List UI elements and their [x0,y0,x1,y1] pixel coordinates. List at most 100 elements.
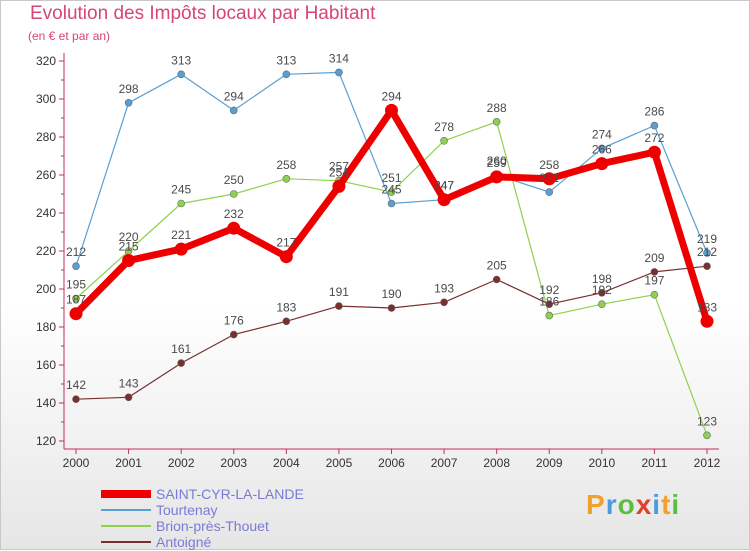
y-tick-label: 220 [36,244,56,258]
data-point-saint-cyr-la-lande [595,157,609,171]
data-point-antoign- [703,262,711,271]
data-point-brion-pr-s-thouet [545,311,554,320]
data-point-brion-pr-s-thouet [440,137,448,145]
data-label-saint-cyr-la-lande: 183 [697,300,717,314]
data-label-brion-pr-s-thouet: 258 [276,158,296,172]
data-point-antoign- [229,330,238,339]
data-label-saint-cyr-la-lande: 294 [381,89,401,103]
data-point-tourtenay [650,121,659,130]
data-point-saint-cyr-la-lande [227,221,241,235]
data-label-tourtenay: 286 [644,105,664,119]
data-point-tourtenay [598,144,606,153]
data-point-antoign- [492,275,501,284]
data-point-brion-pr-s-thouet [598,300,606,309]
data-label-saint-cyr-la-lande: 221 [171,228,191,242]
data-point-saint-cyr-la-lande [174,242,188,256]
y-tick-label: 260 [36,168,56,182]
data-label-antoign-: 212 [697,245,717,259]
x-tick-label: 2004 [273,456,300,470]
x-tick-label: 2012 [694,456,721,470]
data-label-antoign-: 209 [644,251,664,265]
data-label-tourtenay: 298 [119,82,139,96]
data-label-saint-cyr-la-lande: 232 [224,207,244,221]
data-label-saint-cyr-la-lande: 254 [329,165,349,179]
data-label-tourtenay: 314 [329,51,349,65]
x-tick-label: 2008 [483,456,510,470]
data-point-tourtenay [72,262,80,271]
data-point-antoign- [282,317,291,326]
legend-item-saint-cyr-la-lande: SAINT-CYR-LA-LANDE [101,486,341,502]
series-line-brion-pr-s-thouet [75,121,708,436]
data-point-saint-cyr-la-lande [385,103,398,117]
data-label-antoign-: 190 [381,287,401,301]
logo-letter: r [605,489,618,520]
legend-swatch [101,541,151,543]
data-label-brion-pr-s-thouet: 245 [171,183,191,197]
data-label-brion-pr-s-thouet: 197 [644,274,664,288]
data-label-antoign-: 198 [592,272,612,286]
data-point-saint-cyr-la-lande [279,250,293,264]
legend-item-brion-pr-s-thouet: Brion-près-Thouet [101,518,341,534]
data-point-antoign- [440,298,448,307]
data-point-brion-pr-s-thouet [492,118,501,126]
data-point-saint-cyr-la-lande [647,145,661,159]
x-tick-label: 2001 [115,456,142,470]
data-label-tourtenay: 212 [66,245,86,259]
logo-letter: i [671,489,681,520]
data-label-saint-cyr-la-lande: 266 [592,143,612,157]
data-point-saint-cyr-la-lande [332,179,346,193]
data-label-tourtenay: 294 [224,89,244,103]
data-label-antoign-: 176 [224,314,244,328]
data-point-tourtenay [282,70,291,79]
legend-label: Brion-près-Thouet [156,518,269,534]
data-label-saint-cyr-la-lande: 258 [539,158,559,172]
y-tick-label: 240 [36,206,56,220]
x-tick-label: 2006 [378,456,405,470]
data-point-antoign- [335,302,343,310]
data-point-brion-pr-s-thouet [282,175,291,183]
data-label-brion-pr-s-thouet: 195 [66,278,86,292]
data-label-brion-pr-s-thouet: 251 [381,171,401,185]
x-tick-label: 2007 [431,456,458,470]
y-tick-label: 300 [36,92,56,106]
logo-letter: o [617,489,636,520]
x-tick-label: 2010 [588,456,615,470]
data-point-antoign- [124,393,133,402]
data-point-tourtenay [229,106,238,115]
data-label-antoign-: 143 [119,376,139,390]
data-label-antoign-: 205 [487,259,507,273]
data-point-antoign- [598,288,606,297]
data-label-saint-cyr-la-lande: 215 [119,240,139,254]
data-label-tourtenay: 274 [592,127,612,141]
data-label-brion-pr-s-thouet: 278 [434,120,454,134]
data-label-tourtenay: 247 [434,179,454,193]
logo-letter: t [661,489,672,520]
legend-label: Antoigné [156,534,212,550]
legend-label: Tourtenay [156,502,218,518]
data-point-brion-pr-s-thouet [703,431,711,440]
data-point-saint-cyr-la-lande [490,170,504,184]
legend-swatch [101,490,151,498]
data-label-saint-cyr-la-lande: 187 [66,293,86,307]
data-point-saint-cyr-la-lande [69,307,83,321]
data-label-antoign-: 183 [276,300,296,314]
y-tick-label: 120 [36,434,56,448]
data-label-brion-pr-s-thouet: 192 [592,283,612,297]
data-label-brion-pr-s-thouet: 123 [697,414,717,428]
legend-item-tourtenay: Tourtenay [101,502,341,518]
data-label-brion-pr-s-thouet: 257 [329,160,349,174]
x-tick-label: 2005 [326,456,353,470]
data-point-antoign- [545,300,554,309]
data-label-brion-pr-s-thouet: 250 [224,173,244,187]
data-point-tourtenay [177,70,185,79]
legend-swatch [101,509,151,511]
y-tick-label: 200 [36,282,56,296]
chart-title: Evolution des Impôts locaux par Habitant [30,3,376,24]
data-label-antoign-: 161 [171,342,191,356]
y-tick-label: 140 [36,396,56,410]
data-label-brion-pr-s-thouet: 288 [487,101,507,115]
data-label-saint-cyr-la-lande: 217 [276,236,296,250]
x-tick-label: 2011 [642,456,668,470]
